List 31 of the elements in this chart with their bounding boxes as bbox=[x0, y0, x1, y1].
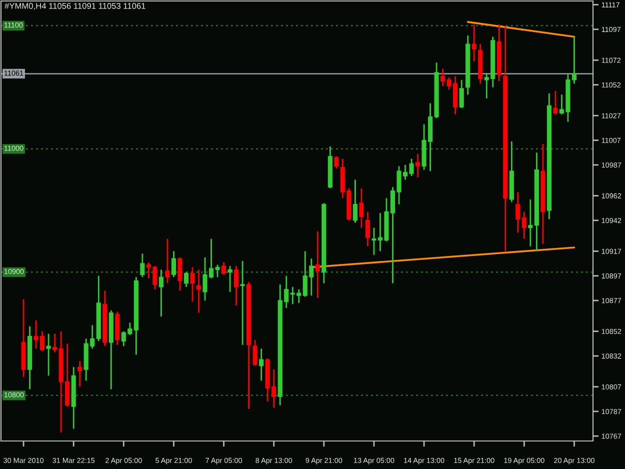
candlestick bbox=[46, 333, 51, 376]
candlestick bbox=[221, 262, 226, 276]
candlestick bbox=[459, 79, 464, 109]
candlestick bbox=[240, 260, 245, 346]
candlestick bbox=[516, 191, 520, 234]
candlestick bbox=[140, 252, 145, 278]
candlestick bbox=[472, 24, 476, 62]
candlestick bbox=[352, 179, 358, 224]
candlestick bbox=[259, 348, 264, 382]
candlestick bbox=[440, 68, 446, 87]
candlestick bbox=[158, 268, 164, 318]
candlestick bbox=[228, 265, 232, 293]
candlestick bbox=[171, 250, 176, 278]
candlestick bbox=[528, 198, 533, 247]
candlestick bbox=[415, 153, 420, 178]
candlestick bbox=[184, 271, 189, 288]
candlestick bbox=[178, 256, 182, 292]
candlestick bbox=[196, 268, 202, 314]
candlestick bbox=[165, 238, 170, 284]
candlestick bbox=[78, 360, 82, 388]
candlestick bbox=[190, 266, 195, 302]
candlestick bbox=[359, 188, 364, 228]
candlestick bbox=[315, 230, 320, 299]
candlestick bbox=[52, 333, 58, 353]
candlestick bbox=[365, 211, 370, 247]
candlestick bbox=[234, 265, 239, 306]
candlestick bbox=[252, 339, 258, 367]
chart-title: #YMM0,H4 11056 11091 11053 11061 bbox=[4, 2, 146, 10]
candlestick bbox=[553, 90, 558, 116]
candlestick bbox=[522, 211, 526, 240]
candlestick bbox=[334, 156, 339, 170]
